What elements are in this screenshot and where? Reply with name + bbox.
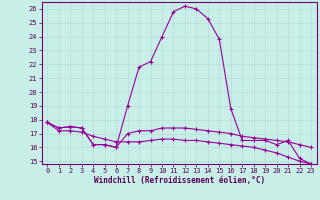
X-axis label: Windchill (Refroidissement éolien,°C): Windchill (Refroidissement éolien,°C)	[94, 176, 265, 185]
